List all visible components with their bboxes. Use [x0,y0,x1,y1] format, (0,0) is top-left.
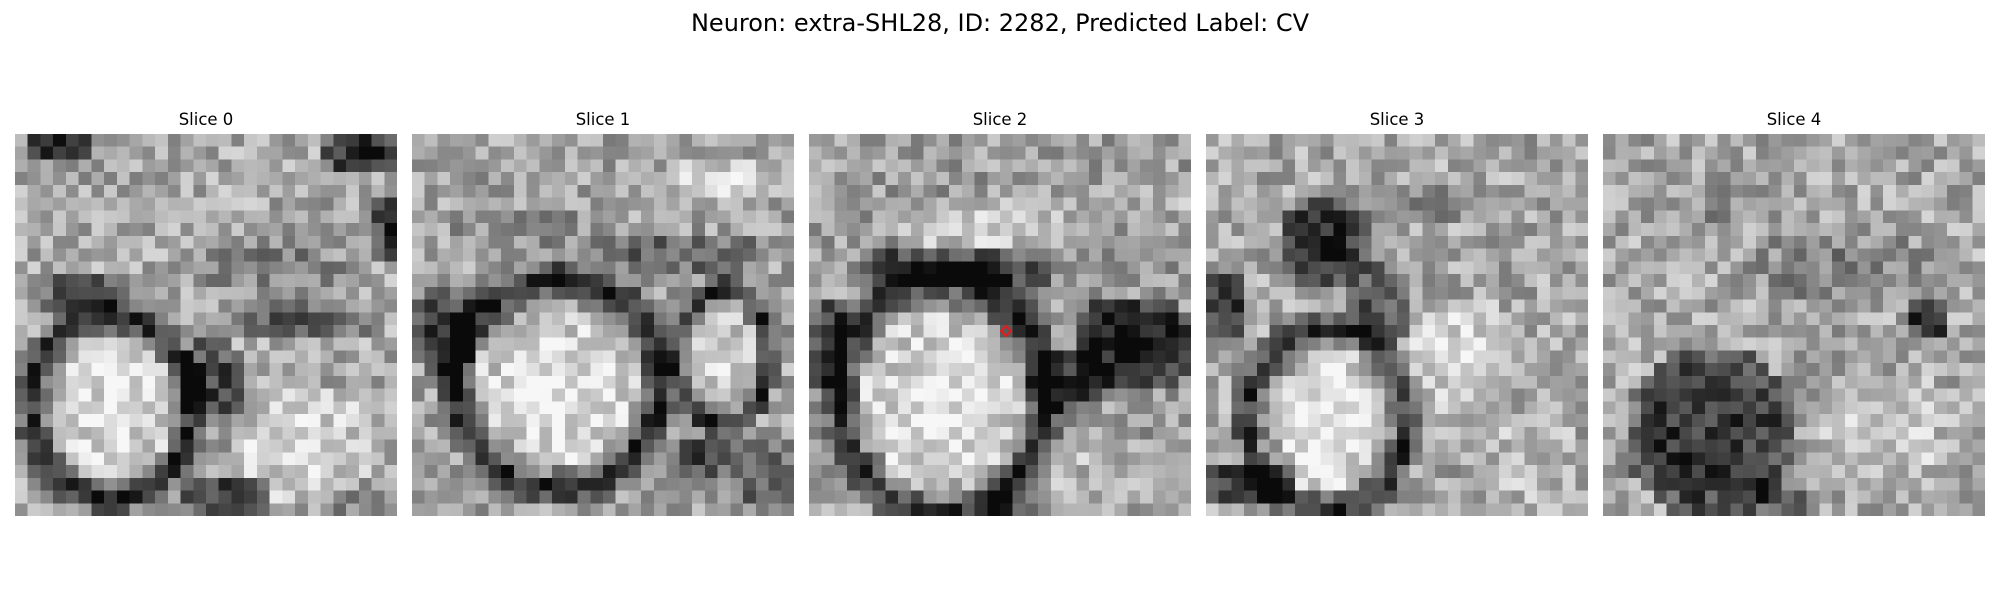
slice-image-frame [412,134,794,516]
slice-image-frame [1206,134,1588,516]
figure-title: Neuron: extra-SHL28, ID: 2282, Predicted… [690,9,1310,37]
slice-panel-2: Slice 2 [809,108,1191,516]
em-slice-image [809,134,1191,516]
em-slice-image [1206,134,1588,516]
slice-image-frame [809,134,1191,516]
slice-title: Slice 4 [1766,110,1822,129]
em-slice-image [1603,134,1985,516]
slice-title: Slice 0 [178,110,234,129]
slice-panel-4: Slice 4 [1603,108,1985,516]
slice-panel-3: Slice 3 [1206,108,1588,516]
slice-image-frame [1603,134,1985,516]
em-slice-image [412,134,794,516]
slice-title: Slice 2 [972,110,1028,129]
slice-title: Slice 1 [575,110,631,129]
em-slice-image [15,134,397,516]
slice-image-frame [15,134,397,516]
slice-title: Slice 3 [1369,110,1425,129]
slice-panel-0: Slice 0 [15,108,397,516]
slice-panel-1: Slice 1 [412,108,794,516]
